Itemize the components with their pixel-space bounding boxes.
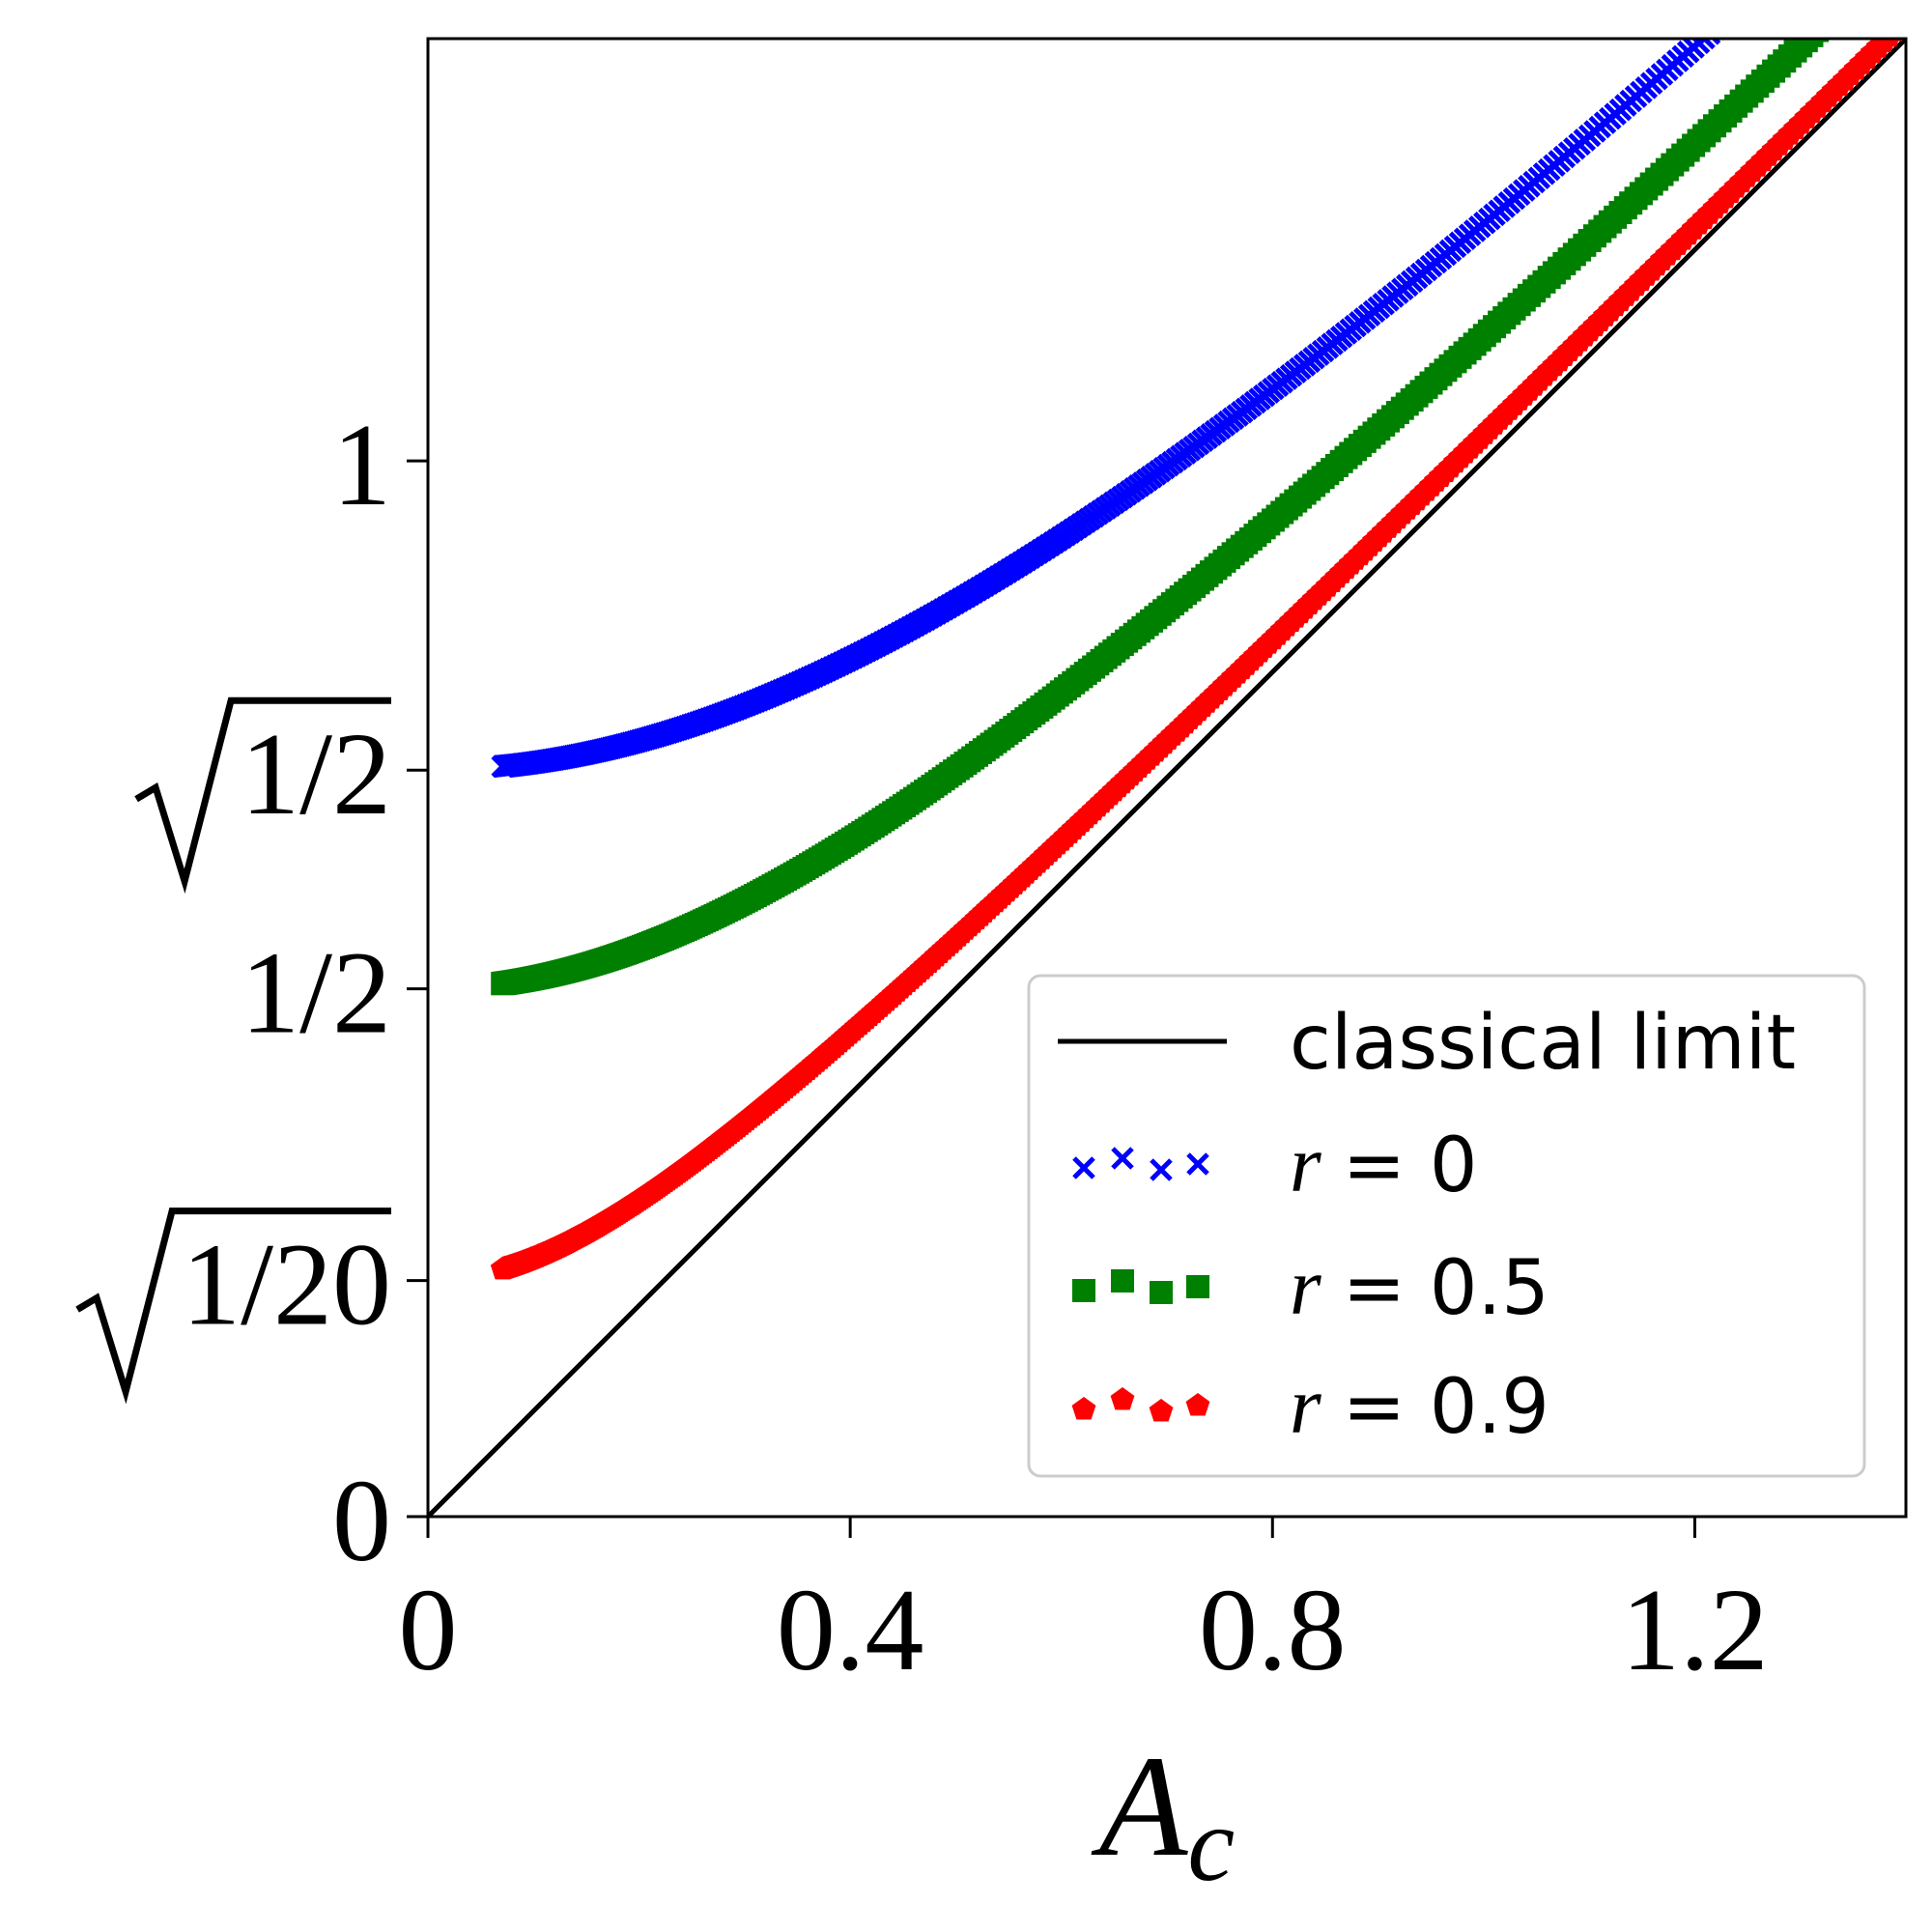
classical-limit-line bbox=[428, 39, 1906, 1517]
x-tick-label: 0 bbox=[399, 1565, 458, 1695]
plot-frame bbox=[426, 37, 1908, 1519]
legend-label: r = 0 bbox=[1290, 1120, 1477, 1209]
x-tick-label: 0.4 bbox=[777, 1565, 924, 1695]
legend-entry: classical limit bbox=[1058, 1000, 1796, 1087]
data-point-square bbox=[1838, 0, 1861, 12]
data-point-x bbox=[1732, 0, 1751, 15]
legend-marker-square bbox=[1111, 1269, 1134, 1293]
sqrt-radical-sign bbox=[134, 696, 391, 895]
data-point-square bbox=[1805, 39, 1830, 43]
legend-label: r = 0.9 bbox=[1290, 1361, 1549, 1451]
y-tick-text: 1/2 bbox=[241, 709, 391, 839]
legend-entry: r = 0 bbox=[1072, 1120, 1477, 1209]
legend-entry: r = 0.5 bbox=[1072, 1242, 1549, 1332]
series-r09 bbox=[490, 8, 1918, 1280]
y-axis: 0 1/20 1/2 1/2 1 bbox=[75, 400, 428, 1586]
y-tick-text: 1 bbox=[332, 400, 391, 530]
data-point-square bbox=[1828, 0, 1851, 21]
legend-marker-pentagon bbox=[1071, 1397, 1096, 1420]
data-point-square bbox=[1817, 9, 1840, 32]
legend-marker-square bbox=[1186, 1275, 1209, 1298]
data-point-x bbox=[1747, 0, 1767, 2]
x-tick-label: 1.2 bbox=[1621, 1565, 1769, 1695]
data-point-x bbox=[1743, 0, 1762, 6]
data-point-x bbox=[1716, 11, 1735, 30]
legend-marker-pentagon bbox=[1149, 1399, 1174, 1422]
data-point-square bbox=[1850, 0, 1873, 1]
data-point-x bbox=[1711, 14, 1730, 34]
legend-label-var: r bbox=[1290, 1242, 1321, 1332]
x-tick-label: 0.8 bbox=[1199, 1565, 1347, 1695]
x-axis: 0 0.4 0.8 1.2 bbox=[399, 1517, 1769, 1695]
legend-marker-x bbox=[1111, 1147, 1134, 1170]
y-tick-label: 1/20 bbox=[75, 1208, 391, 1405]
data-point-square bbox=[1822, 4, 1845, 27]
legend: classical limit r = 0 r = 0.5 r = 0.9 bbox=[1027, 974, 1866, 1478]
data-point-square bbox=[1800, 39, 1824, 47]
y-tick-label: 1/2 bbox=[241, 928, 391, 1059]
data-point-pentagon bbox=[1889, 13, 1913, 36]
y-tick-label: 0 bbox=[332, 1456, 391, 1586]
x-axis-label: Ac bbox=[1091, 1726, 1235, 1903]
series-r0 bbox=[491, 0, 1767, 779]
series-r05 bbox=[491, 0, 1873, 996]
data-point-pentagon bbox=[1879, 39, 1899, 47]
y-tick-text: 0 bbox=[332, 1456, 391, 1586]
data-point-x bbox=[1721, 6, 1741, 25]
legend-marker-square bbox=[1072, 1279, 1095, 1302]
legend-label: r = 0.5 bbox=[1290, 1242, 1549, 1332]
legend-frame bbox=[1027, 974, 1866, 1478]
legend-label: classical limit bbox=[1290, 1000, 1796, 1087]
y-tick-text: 1/2 bbox=[241, 928, 391, 1059]
legend-marker-square bbox=[1150, 1281, 1173, 1304]
sqrt-radical-sign bbox=[75, 1208, 391, 1405]
x-axis-label-sub: c bbox=[1187, 1785, 1235, 1903]
legend-label-eq: = 0.5 bbox=[1343, 1245, 1549, 1332]
data-point-square bbox=[1811, 14, 1834, 37]
y-tick-label: 1 bbox=[332, 400, 391, 530]
legend-marker-x bbox=[1072, 1156, 1095, 1179]
legend-label-eq: = 0.9 bbox=[1343, 1364, 1549, 1451]
legend-marker-pentagon bbox=[1110, 1387, 1135, 1410]
data-point-x bbox=[1726, 1, 1746, 20]
legend-entry: r = 0.9 bbox=[1071, 1361, 1549, 1451]
legend-label-var: r bbox=[1290, 1361, 1321, 1451]
series-classical bbox=[428, 39, 1906, 1517]
legend-marker-x bbox=[1150, 1158, 1173, 1181]
legend-label-eq: = 0 bbox=[1343, 1122, 1478, 1209]
legend-marker-x bbox=[1186, 1152, 1209, 1176]
data-point-x bbox=[1692, 39, 1716, 50]
legend-marker-pentagon bbox=[1185, 1393, 1210, 1416]
x-axis-label-main: A bbox=[1091, 1726, 1189, 1887]
data-point-pentagon bbox=[1894, 8, 1918, 31]
data-point-square bbox=[1833, 0, 1857, 16]
legend-label-var: r bbox=[1290, 1120, 1321, 1209]
y-tick-text: 1/20 bbox=[182, 1220, 391, 1350]
series-layer bbox=[428, 0, 1918, 1517]
data-point-x bbox=[1704, 39, 1725, 41]
y-tick-label: 1/2 bbox=[134, 696, 391, 895]
data-point-x bbox=[1737, 0, 1756, 11]
data-point-square bbox=[1844, 0, 1867, 6]
legend-label-text: classical limit bbox=[1290, 1000, 1796, 1087]
